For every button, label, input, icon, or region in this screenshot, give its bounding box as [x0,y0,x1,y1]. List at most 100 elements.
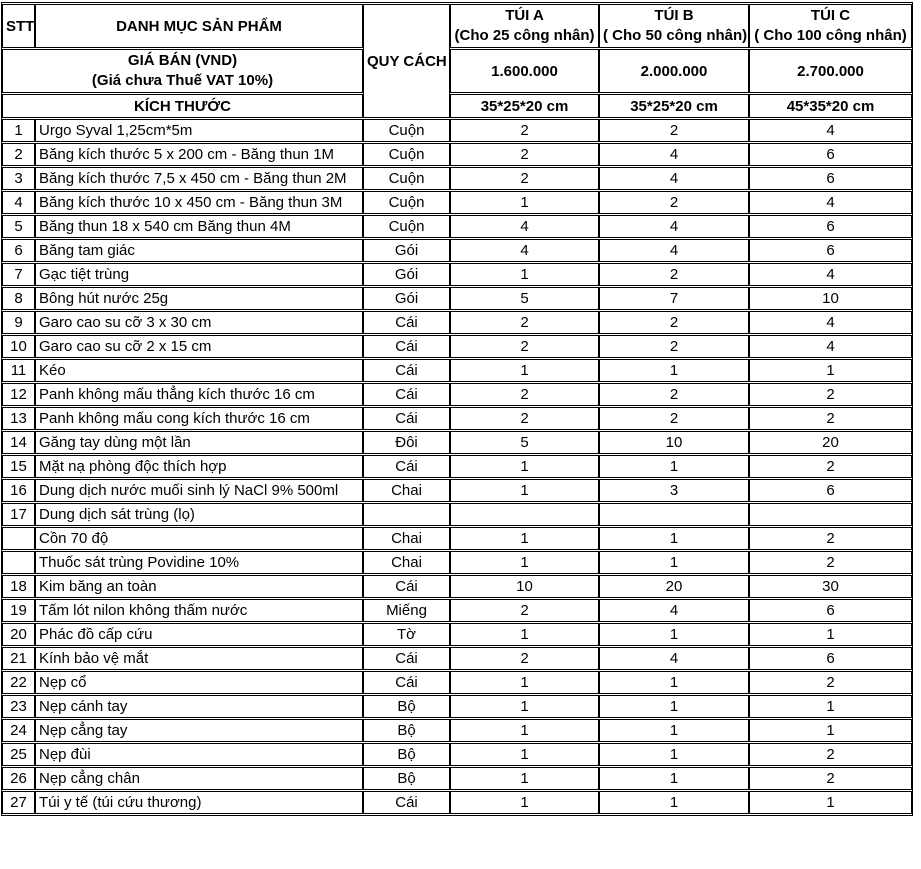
qty-bag-b-cell: 10 [599,431,749,454]
qty-bag-c-cell: 6 [749,479,912,502]
qty-bag-c-cell: 6 [749,647,912,670]
qty-bag-b-cell: 4 [599,167,749,190]
qty-bag-c-cell: 2 [749,551,912,574]
qty-bag-c-cell: 6 [749,167,912,190]
qty-bag-c-cell: 2 [749,455,912,478]
bag-a-size-cell: 35*25*20 cm [450,94,599,118]
product-name-cell: Panh không mấu cong kích thước 16 cm [35,407,363,430]
qty-bag-a-cell: 1 [450,791,599,814]
qty-bag-c-cell: 1 [749,719,912,742]
row-number-cell: 22 [2,671,35,694]
qty-bag-b-cell: 4 [599,599,749,622]
qty-bag-a-cell: 2 [450,311,599,334]
price-label: GIÁ BÁN (VND) [127,52,238,69]
qty-bag-c-cell: 1 [749,791,912,814]
qty-bag-a-cell: 2 [450,119,599,142]
table-row: 27 Túi y tế (túi cứu thương) Cái 1 1 1 [2,791,912,814]
unit-cell: Cuộn [363,143,450,166]
unit-cell: Tờ [363,623,450,646]
qty-bag-a-cell: 4 [450,215,599,238]
qty-bag-b-cell: 1 [599,527,749,550]
product-name-cell: Nẹp cẳng tay [35,719,363,742]
bag-a-name: TÚI A [505,7,544,24]
row-number-cell: 13 [2,407,35,430]
qty-bag-b-cell: 1 [599,695,749,718]
unit-cell: Cái [363,383,450,406]
product-rows: 1 Urgo Syval 1,25cm*5m Cuộn 2 2 4 2 Băng kích t… [2,119,912,814]
table-row: 24 Nẹp cẳng tay Bộ 1 1 1 [2,719,912,742]
product-name-cell: Dung dịch sát trùng (lọ) [35,503,363,526]
price-note: (Giá chưa Thuế VAT 10%) [91,72,274,89]
unit-cell: Cuộn [363,167,450,190]
bag-c-price-cell: 2.700.000 [749,49,912,93]
qty-bag-a-cell: 2 [450,143,599,166]
bag-a-header-cell: TÚI A (Cho 25 công nhân) [450,4,599,48]
unit-cell: Cái [363,575,450,598]
qty-bag-c-cell: 2 [749,383,912,406]
qty-bag-c-cell [749,503,912,526]
qty-bag-a-cell: 5 [450,287,599,310]
row-number-cell [2,527,35,550]
qty-bag-c-cell: 20 [749,431,912,454]
qty-bag-b-cell: 1 [599,767,749,790]
qty-bag-b-cell: 1 [599,455,749,478]
row-number-cell: 6 [2,239,35,262]
bag-b-size-cell: 35*25*20 cm [599,94,749,118]
row-number-cell: 7 [2,263,35,286]
table-row: Cồn 70 độ Chai 1 1 2 [2,527,912,550]
qty-bag-c-cell: 2 [749,527,912,550]
bag-c-size-cell: 45*35*20 cm [749,94,912,118]
product-name-cell: Kéo [35,359,363,382]
product-name-cell: Dung dịch nước muối sinh lý NaCl 9% 500m… [35,479,363,502]
row-number-cell: 4 [2,191,35,214]
table-row: 25 Nẹp đùi Bộ 1 1 2 [2,743,912,766]
qty-bag-c-cell: 1 [749,359,912,382]
bag-b-header-cell: TÚI B ( Cho 50 công nhân) [599,4,749,48]
row-number-cell: 9 [2,311,35,334]
qty-bag-b-cell: 4 [599,239,749,262]
qty-bag-a-cell: 2 [450,335,599,358]
qty-bag-a-cell: 1 [450,263,599,286]
qty-bag-b-cell: 4 [599,215,749,238]
qty-bag-b-cell: 4 [599,143,749,166]
qty-bag-c-cell: 6 [749,239,912,262]
product-name-cell: Băng thun 18 x 540 cm Băng thun 4M [35,215,363,238]
qty-bag-c-cell: 4 [749,191,912,214]
qty-bag-a-cell: 2 [450,383,599,406]
size-label-cell: KÍCH THƯỚC [2,94,363,118]
table-row: 11 Kéo Cái 1 1 1 [2,359,912,382]
row-number-cell: 16 [2,479,35,502]
qty-bag-b-cell: 1 [599,359,749,382]
row-number-cell [2,551,35,574]
unit-cell: Cuộn [363,191,450,214]
table-row: 3 Băng kích thước 7,5 x 450 cm - Băng thu… [2,167,912,190]
bag-c-capacity: ( Cho 100 công nhân) [754,27,907,44]
row-number-cell: 3 [2,167,35,190]
table-row: 19 Tấm lót nilon không thấm nước Miếng 2 4 6 [2,599,912,622]
product-name-cell: Tấm lót nilon không thấm nước [35,599,363,622]
row-number-cell: 15 [2,455,35,478]
table-row: 6 Băng tam giác Gói 4 4 6 [2,239,912,262]
table-row: 22 Nẹp cổ Cái 1 1 2 [2,671,912,694]
unit-cell: Chai [363,527,450,550]
product-name-cell: Nẹp cẳng chân [35,767,363,790]
unit-cell: Bộ [363,767,450,790]
row-number-cell: 5 [2,215,35,238]
unit-cell: Chai [363,551,450,574]
qty-bag-a-cell: 1 [450,695,599,718]
qty-bag-b-cell: 2 [599,119,749,142]
product-name-cell: Panh không mấu thẳng kích thước 16 cm [35,383,363,406]
product-name-cell: Cồn 70 độ [35,527,363,550]
qty-bag-a-cell: 1 [450,623,599,646]
row-number-cell: 12 [2,383,35,406]
qty-bag-c-cell: 2 [749,407,912,430]
spec-header-cell: QUY CÁCH [363,4,450,118]
bag-b-price-cell: 2.000.000 [599,49,749,93]
table-row: 4 Băng kích thước 10 x 450 cm - Băng thun… [2,191,912,214]
row-number-cell: 24 [2,719,35,742]
row-number-cell: 1 [2,119,35,142]
first-aid-kit-price-table: STT DANH MỤC SẢN PHẨM QUY CÁCH TÚI A (Ch… [1,2,913,816]
qty-bag-b-cell: 4 [599,647,749,670]
unit-cell: Cái [363,311,450,334]
product-name-cell: Băng kích thước 5 x 200 cm - Băng thun 1… [35,143,363,166]
